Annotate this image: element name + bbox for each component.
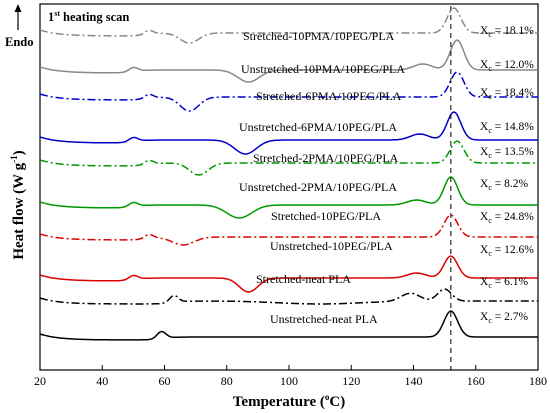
crystallinity-value: = 6.1%: [492, 276, 529, 288]
crystallinity-value: = 8.2%: [492, 178, 529, 190]
series-label: Unstretched-6PMA/10PEG/PLA: [239, 120, 397, 134]
crystallinity-label: Xc = 6.1%: [480, 276, 528, 290]
crystallinity-label: Xc = 2.7%: [480, 311, 528, 325]
dsc-curves: [39, 7, 538, 341]
x-axis-title-tail: C): [329, 394, 345, 410]
dsc-curve: [39, 288, 538, 305]
series-label: Unstretched-10PMA/10PEG/PLA: [241, 62, 405, 76]
dsc-curve: [39, 111, 538, 155]
x-tick-label: 140: [405, 374, 423, 388]
panel-title: 1st heating scan: [48, 9, 129, 24]
series-label: Unstretched-10PEG/PLA: [270, 239, 393, 253]
x-tick-label: 60: [159, 374, 171, 388]
crystallinity-symbol: X: [480, 146, 489, 158]
dsc-curve: [39, 7, 538, 44]
crystallinity-symbol: X: [480, 59, 489, 71]
series-label: Stretched-neat PLA: [256, 272, 351, 286]
crystallinity-label: Xc = 24.8%: [480, 211, 534, 225]
crystallinity-subscript: c: [488, 249, 492, 258]
panel-title-superscript: st: [54, 9, 60, 18]
crystallinity-label: Xc = 12.6%: [480, 244, 534, 258]
crystallinity-subscript: c: [488, 126, 492, 135]
crystallinity-subscript: c: [488, 151, 492, 160]
crystallinity-value: = 12.6%: [492, 244, 534, 256]
crystallinity-value: = 24.8%: [492, 211, 534, 223]
x-tick-label: 20: [34, 374, 46, 388]
crystallinity-subscript: c: [488, 183, 492, 192]
x-axis-title-sup: o: [325, 392, 330, 402]
crystallinity-symbol: X: [480, 211, 489, 223]
x-tick-label: 40: [96, 374, 108, 388]
endo-label: Endo: [5, 35, 34, 49]
crystallinity-value: = 12.0%: [492, 59, 534, 71]
crystallinity-subscript: c: [488, 30, 492, 39]
crystallinity-label: Xc = 12.0%: [480, 59, 534, 73]
dsc-curve: [39, 176, 538, 219]
crystallinity-label: Xc = 18.1%: [480, 25, 534, 39]
series-label: Unstretched-neat PLA: [270, 312, 378, 326]
crystallinity-symbol: X: [480, 25, 489, 37]
crystallinity-subscript: c: [488, 316, 492, 325]
dsc-curve: [39, 255, 538, 293]
x-tick-label: 160: [467, 374, 485, 388]
crystallinity-label: Xc = 13.5%: [480, 146, 534, 160]
series-label: Stretched-2PMA/10PEG/PLA: [253, 151, 399, 165]
dsc-curve: [39, 214, 538, 246]
crystallinity-symbol: X: [480, 311, 489, 323]
crystallinity-label: Xc = 18.4%: [480, 87, 534, 101]
crystallinity-subscript: c: [488, 216, 492, 225]
x-axis-ticks: 20 40 60 80 100 120 140 160 180: [34, 365, 547, 388]
crystallinity-symbol: X: [480, 87, 489, 99]
dsc-curve: [39, 310, 538, 341]
endo-arrow-icon: [14, 4, 22, 30]
crystallinity-symbol: X: [480, 276, 489, 288]
x-tick-label: 100: [280, 374, 298, 388]
x-axis-title: Temperature (oC): [233, 392, 345, 410]
series-label: Stretched-6PMA/10PEG/PLA: [256, 89, 402, 103]
crystallinity-subscript: c: [488, 281, 492, 290]
y-axis-title-sup: -1: [9, 155, 19, 163]
series-label: Stretched-10PMA/10PEG/PLA: [243, 29, 395, 43]
x-axis-title-text: Temperature (: [233, 394, 325, 410]
crystallinity-value: = 2.7%: [492, 311, 529, 323]
series-label: Stretched-10PEG/PLA: [271, 209, 381, 223]
y-axis-title-text: Heat flow (W g: [11, 162, 27, 259]
panel-title-number: 1: [48, 10, 54, 24]
dsc-curve: [39, 39, 538, 83]
crystallinity-value: = 18.1%: [492, 25, 534, 37]
y-axis-title: Heat flow (W g-1): [9, 150, 27, 259]
dsc-curve: [39, 140, 538, 176]
crystallinity-symbol: X: [480, 121, 489, 133]
dsc-curve: [39, 71, 538, 112]
y-axis-title-tail: ): [11, 150, 27, 155]
crystallinity-subscript: c: [488, 92, 492, 101]
crystallinity-symbol: X: [480, 178, 489, 190]
crystallinity-symbol: X: [480, 244, 489, 256]
x-tick-label: 180: [529, 374, 547, 388]
x-tick-label: 120: [342, 374, 360, 388]
crystallinity-value: = 18.4%: [492, 87, 534, 99]
crystallinity-subscript: c: [488, 64, 492, 73]
series-labels: Stretched-10PMA/10PEG/PLA Xc = 18.1% Unstr…: [239, 25, 534, 326]
crystallinity-value: = 14.8%: [492, 121, 534, 133]
crystallinity-value: = 13.5%: [492, 146, 534, 158]
series-label: Unstretched-2PMA/10PEG/PLA: [239, 180, 397, 194]
crystallinity-label: Xc = 8.2%: [480, 178, 528, 192]
crystallinity-label: Xc = 14.8%: [480, 121, 534, 135]
panel-title-text: heating scan: [63, 10, 129, 24]
x-tick-label: 80: [221, 374, 233, 388]
